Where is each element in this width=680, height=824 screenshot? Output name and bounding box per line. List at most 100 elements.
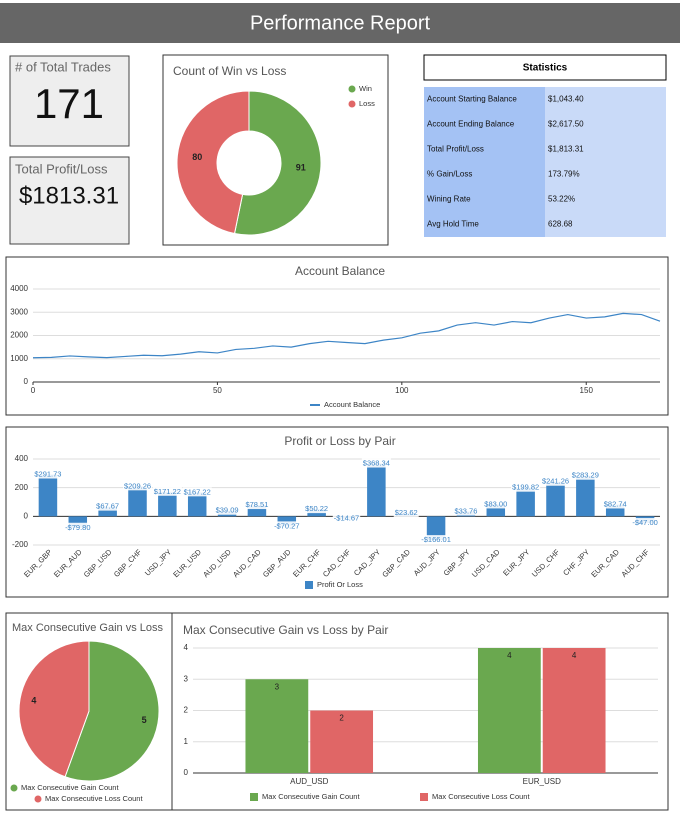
value-label: 4 [507, 651, 512, 660]
value-label-bg [570, 470, 600, 480]
value-label-bg [483, 499, 509, 509]
y-tick-label: 2000 [10, 331, 28, 340]
kpi-card [9, 55, 130, 147]
y-tick-label: 1 [184, 737, 189, 746]
bar [187, 492, 207, 517]
stats-label: % Gain/Loss [427, 170, 472, 179]
chart-title: Account Balance [295, 264, 385, 278]
legend-swatch [10, 784, 18, 792]
pie-slice [64, 640, 160, 782]
x-tick-label: 150 [580, 386, 594, 395]
stats-label: Avg Hold Time [427, 220, 479, 229]
legend-swatch [348, 100, 356, 108]
y-tick-label: 0 [24, 377, 29, 386]
stats-value: 53.22% [548, 195, 575, 204]
value-label-bg [602, 499, 628, 509]
kpi-value: $1813.31 [19, 182, 119, 209]
legend-swatch [34, 795, 42, 803]
bar [38, 474, 58, 517]
value-label: $23.62 [395, 508, 418, 517]
stats-cell [545, 162, 666, 187]
bar [98, 506, 117, 517]
value-label: $368.34 [363, 459, 390, 468]
legend-swatch [250, 793, 258, 801]
value-label-bg [453, 506, 479, 516]
stats-cell [424, 162, 545, 187]
value-label: 4 [572, 651, 577, 660]
legend-swatch [348, 85, 356, 93]
value-label-bg [33, 469, 63, 479]
value-label: $283.29 [572, 471, 599, 480]
value-label: 3 [275, 682, 280, 691]
pie-slice [233, 90, 322, 236]
stats-value: $1,043.40 [548, 95, 584, 104]
value-label-bg [631, 518, 659, 528]
value-label: $39.09 [216, 506, 239, 515]
stats-cell [424, 137, 545, 162]
value-label: $171.22 [154, 487, 181, 496]
stats-header [423, 54, 667, 81]
y-tick-label: -200 [12, 540, 29, 549]
stats-cell [545, 112, 666, 137]
stats-label: Account Ending Balance [427, 120, 515, 129]
bar [247, 505, 267, 517]
chart-title: Count of Win vs Loss [173, 64, 286, 78]
line-series [32, 312, 661, 359]
value-label-bg [152, 486, 182, 496]
legend-label: Loss [359, 99, 375, 108]
y-tick-label: 3 [184, 674, 189, 683]
bar [576, 475, 595, 517]
slice-label: 5 [142, 715, 147, 725]
slice-label: 91 [296, 163, 306, 173]
value-label: $82.74 [604, 499, 627, 508]
y-tick-label: 2 [184, 706, 189, 715]
value-label: $83.00 [484, 499, 507, 508]
x-tick-label: EUR_USD [523, 777, 561, 786]
legend-label: Max Consecutive Gain Count [262, 792, 360, 801]
value-label: $50.22 [305, 504, 328, 513]
value-label: $199.82 [512, 483, 539, 492]
slice-label: 80 [192, 152, 202, 162]
value-label-bg [304, 504, 330, 514]
chart-title: Max Consecutive Gain vs Loss by Pair [183, 623, 388, 637]
kpi-label: Total Profit/Loss [15, 161, 108, 176]
bar [367, 463, 386, 517]
bar [128, 486, 147, 517]
y-tick-label: 400 [15, 454, 29, 463]
stats-label: Wining Rate [427, 195, 471, 204]
legend-label: Win [359, 84, 372, 93]
stats-cell [424, 112, 545, 137]
x-tick-label: 100 [395, 386, 409, 395]
value-label: $291.73 [34, 470, 61, 479]
y-tick-label: 0 [184, 768, 189, 777]
value-label: $241.26 [542, 477, 569, 486]
stats-label: Total Profit/Loss [427, 145, 484, 154]
y-tick-label: 4 [184, 643, 189, 652]
value-label: 2 [339, 714, 344, 723]
y-tick-label: 4000 [10, 284, 28, 293]
stats-value: $2,617.50 [548, 120, 584, 129]
y-tick-label: 1000 [10, 354, 28, 363]
x-tick-label: 0 [31, 386, 36, 395]
stats-value: $1,813.31 [548, 145, 584, 154]
stats-value: 628.68 [548, 220, 573, 229]
pie-slice [18, 640, 90, 778]
stats-cell [424, 187, 545, 212]
value-label-bg [511, 482, 541, 492]
value-label: -$70.27 [274, 521, 299, 530]
legend-label: Max Consecutive Loss Count [45, 794, 143, 803]
slice-label: 4 [31, 696, 36, 706]
bar [277, 516, 297, 527]
bar [486, 504, 506, 517]
bar [516, 487, 535, 517]
value-label-bg [95, 501, 121, 511]
x-tick-label: 50 [213, 386, 222, 395]
value-label-bg [332, 513, 361, 523]
value-label: $78.51 [245, 500, 268, 509]
value-label-bg [420, 535, 452, 545]
bar [68, 516, 88, 528]
bar [605, 504, 625, 517]
value-label: -$166.01 [421, 535, 451, 544]
value-label-bg [540, 476, 571, 486]
